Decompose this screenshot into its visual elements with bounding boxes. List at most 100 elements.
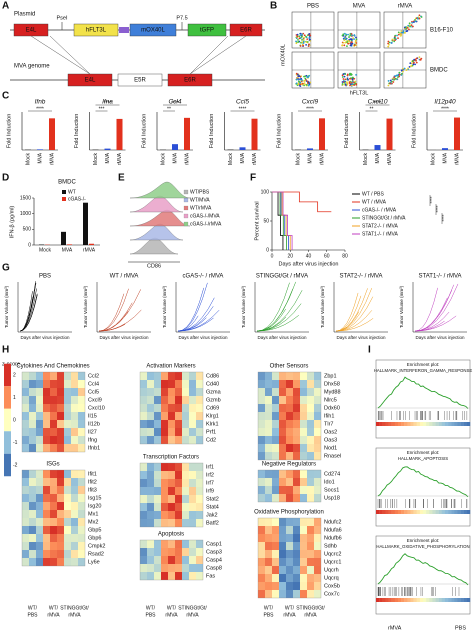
flow-dot (396, 34, 398, 37)
heatmap-cell (29, 486, 36, 494)
flow-dot (393, 37, 396, 40)
heatmap-cell (57, 494, 64, 502)
heatmap-cell (265, 566, 272, 574)
plot-heading: Enrichment plot: (407, 450, 440, 455)
significance: **** (441, 106, 449, 112)
heatmap-cell (279, 444, 286, 452)
y-axis-label: Fold Induction (6, 114, 12, 149)
heatmap-cell (71, 542, 78, 550)
flow-dot (402, 70, 404, 73)
heatmap-cell (147, 471, 154, 479)
heatmap-cell (279, 420, 286, 428)
chart-title: cGAS-/- / rMVA (183, 274, 224, 280)
heatmap-cell (265, 542, 272, 550)
heatmap-cell (279, 404, 286, 412)
heatmap-cell (22, 486, 29, 494)
heatmap-cell (71, 420, 78, 428)
heatmap-cell (175, 404, 182, 412)
heatmap-cell (36, 494, 43, 502)
plot-heading: Enrichment plot: (407, 362, 440, 367)
growth-curve (177, 306, 214, 332)
flow-dot (349, 34, 352, 37)
legend-label: WT/rMVA (190, 205, 212, 211)
flow-dot (403, 31, 406, 34)
heatmap-cell (300, 396, 307, 404)
rank-gradient (463, 510, 468, 514)
flow-dot (406, 27, 409, 29)
flow-dot (408, 28, 410, 31)
heatmap-cell (314, 396, 321, 404)
heatmap-cell (140, 436, 147, 444)
gene-label: Cd86 (206, 373, 219, 379)
y-axis-label: Tumor Volume (mm³) (162, 285, 167, 328)
heatmap-cell (168, 463, 175, 471)
flow-dot (409, 25, 411, 28)
growth-curve (414, 320, 445, 332)
flow-dot (398, 71, 401, 74)
heatmap-cell (196, 428, 203, 436)
heatmap-cell (140, 372, 147, 380)
heatmap-cell (64, 494, 71, 502)
heatmap-cell (36, 558, 43, 566)
rank-gradient (376, 598, 380, 602)
gene-label: Isg20 (88, 503, 101, 509)
heatmap-cell (182, 412, 189, 420)
heatmap-cell (189, 436, 196, 444)
flow-dot (347, 39, 350, 42)
heatmap-cell (307, 486, 314, 494)
heatmap-cell (22, 380, 29, 388)
flow-dot (388, 43, 390, 46)
flow-dot (410, 24, 413, 27)
genome-label: MVA genome (14, 64, 50, 70)
heatmap-cell (182, 396, 189, 404)
heatmap-cell (314, 372, 321, 380)
gene-label: Ifnb1 (88, 445, 100, 451)
flow-dot (392, 81, 395, 83)
rank-gradient (438, 598, 442, 602)
category-label: Mock (295, 153, 301, 165)
column-label: STINGGt/Gt/ (60, 605, 89, 611)
heatmap-cell (272, 582, 279, 590)
heatmap-cell (314, 380, 321, 388)
heatmap-cell (29, 550, 36, 558)
heatmap-cell (300, 526, 307, 534)
heatmap-cell (314, 444, 321, 452)
heatmap-cell (140, 540, 147, 548)
heatmap-cell (182, 548, 189, 556)
gene-label: Sdhb (324, 543, 337, 549)
growth-curve (256, 290, 303, 332)
rank-gradient (413, 422, 417, 426)
category-label: rMVA (252, 152, 258, 165)
flow-dot (351, 38, 353, 41)
y-tick-label: 0 (266, 247, 269, 253)
heatmap-cell (57, 550, 64, 558)
heatmap-cell (307, 534, 314, 542)
heatmap-cell (36, 478, 43, 486)
chart-title: STINGGt/Gt / rMVA (256, 274, 308, 280)
column-label: rMVA (398, 4, 413, 10)
category-label: Mock (39, 247, 51, 253)
flow-dot (297, 38, 299, 41)
heatmap-cell (279, 494, 286, 502)
heatmap-cell (161, 540, 168, 548)
flow-dot (302, 42, 305, 45)
flow-dot (301, 41, 304, 43)
heatmap-cell (50, 372, 57, 380)
heatmap-cell (182, 519, 189, 527)
rank-gradient (397, 422, 402, 426)
gene-label: Il12b (88, 421, 100, 427)
bar (319, 118, 325, 150)
panel-letter: C (2, 91, 9, 102)
heatmap-cell (161, 420, 168, 428)
growth-curve (414, 287, 438, 332)
heatmap-cell (36, 372, 43, 380)
flow-dot (350, 73, 353, 75)
heatmap-cell (286, 534, 293, 542)
category-label: rMVA (319, 152, 325, 165)
heatmap-cell (182, 495, 189, 503)
heatmap-cell (36, 542, 43, 550)
heatmap-cell (182, 540, 189, 548)
heatmap-cell (64, 436, 71, 444)
heatmap-cell (168, 572, 175, 580)
flow-dot (401, 67, 404, 70)
